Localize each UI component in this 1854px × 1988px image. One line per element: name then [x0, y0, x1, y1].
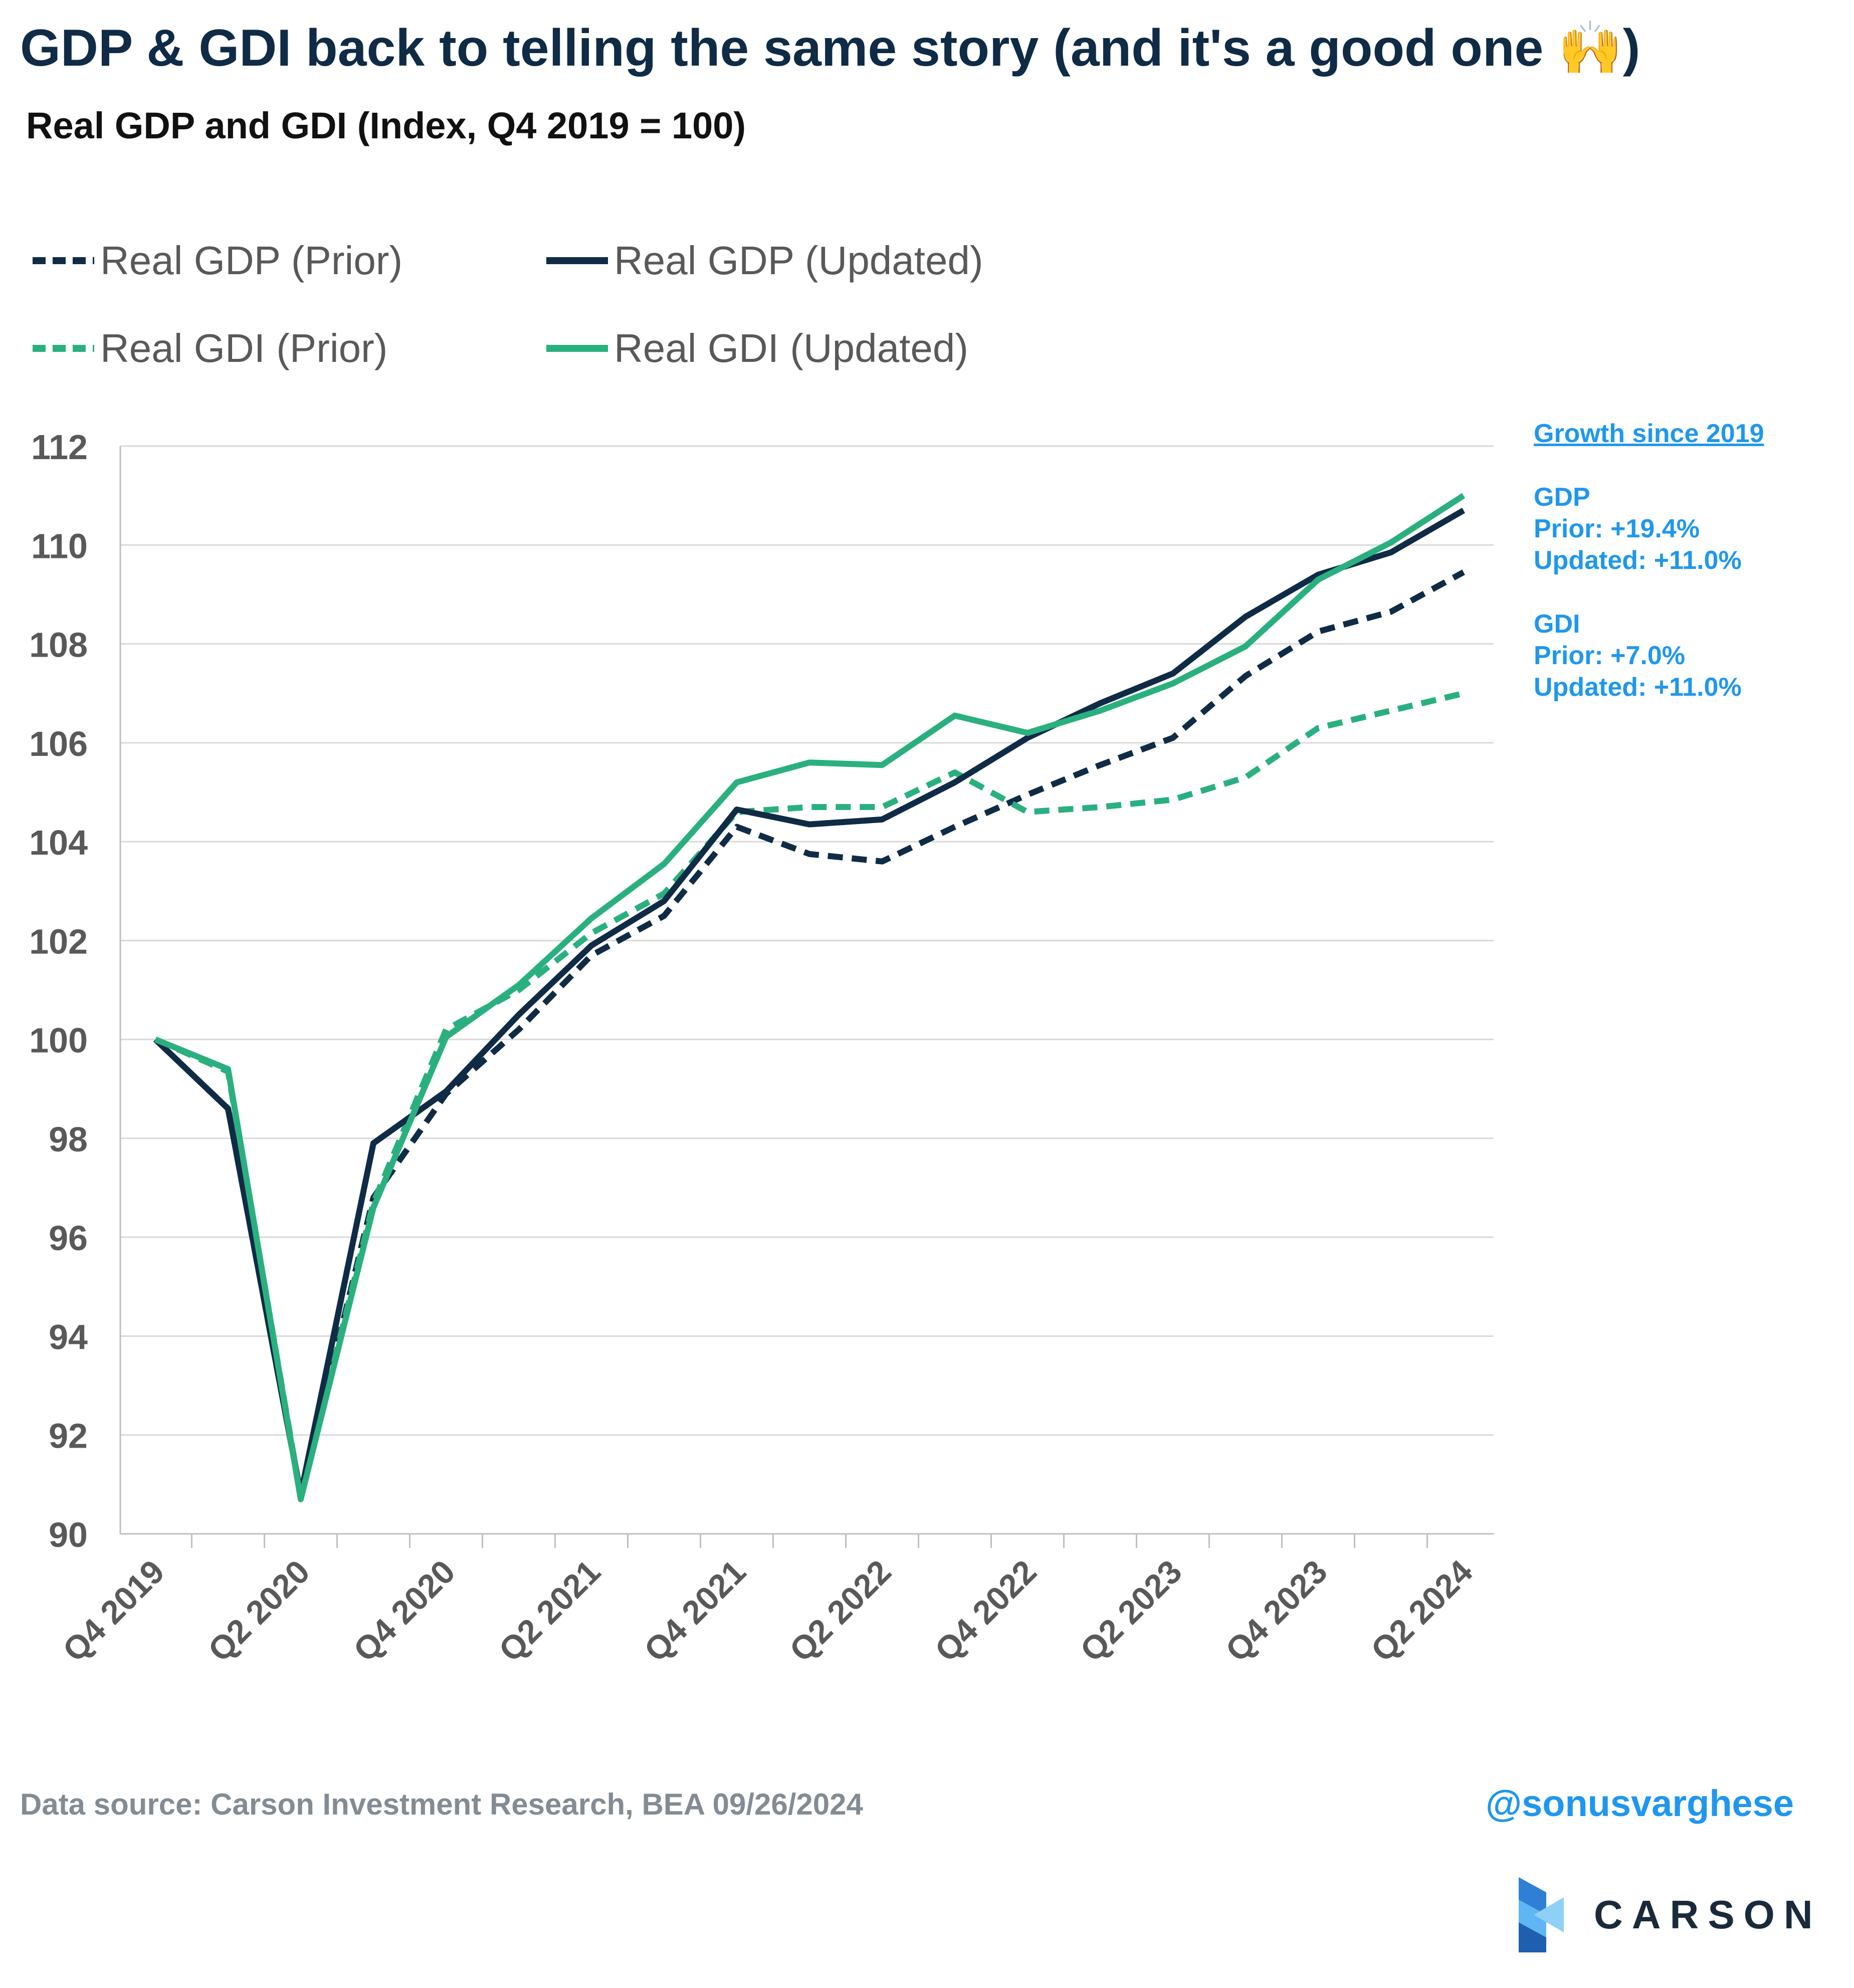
- legend-swatch-gdp-prior: [33, 257, 94, 264]
- legend-swatch-gdi-prior: [33, 345, 94, 352]
- legend-item-gdp-prior: Real GDP (Prior): [30, 238, 402, 283]
- growth-note-gdp-prior: Prior: +19.4%: [1534, 514, 1700, 543]
- x-tick-label: Q2 2024: [1364, 1552, 1480, 1669]
- grid-lines: [120, 445, 1494, 1436]
- carson-logo-mark-icon: [1519, 1877, 1564, 1952]
- growth-note-gdi-label: GDI: [1534, 610, 1580, 639]
- growth-note-gdi-updated: Updated: +11.0%: [1534, 673, 1742, 702]
- x-tick-label: Q4 2022: [928, 1553, 1044, 1669]
- y-tick-label: 90: [49, 1515, 88, 1554]
- legend-swatch-gdp-updated: [546, 257, 608, 264]
- y-tick-label: 102: [29, 922, 88, 961]
- x-tick-label: Q4 2023: [1218, 1553, 1334, 1669]
- carson-logo: CARSON: [1519, 1877, 1822, 1952]
- growth-note-gdp-label: GDP: [1534, 483, 1590, 512]
- series-line-real-gdp-updated: [153, 508, 1466, 1498]
- growth-note-gdp-updated: Updated: +11.0%: [1534, 546, 1742, 575]
- chart-subtitle: Real GDP and GDI (Index, Q4 2019 = 100): [26, 105, 746, 146]
- y-tick-label: 106: [29, 724, 88, 763]
- legend-label-gdp-updated: Real GDP (Updated): [614, 238, 983, 283]
- y-tick-label: 112: [31, 428, 88, 467]
- chart-title: GDP & GDI back to telling the same story…: [20, 19, 1640, 77]
- legend-item-gdi-updated: Real GDI (Updated): [544, 326, 968, 371]
- data-source-footer: Data source: Carson Investment Research,…: [20, 1787, 863, 1821]
- x-tick-label: Q4 2021: [637, 1553, 753, 1669]
- y-tick-label: 98: [49, 1120, 88, 1159]
- series-line-real-gdi-prior: [154, 690, 1465, 1500]
- growth-note-heading: Growth since 2019: [1534, 419, 1764, 448]
- x-tick-label: Q4 2020: [346, 1553, 462, 1669]
- legend-swatch-gdi-updated: [546, 345, 608, 352]
- y-tick-label: 96: [49, 1219, 88, 1258]
- y-tick-label: 108: [29, 626, 88, 665]
- x-tick-label: Q2 2022: [782, 1553, 898, 1669]
- y-tick-label: 104: [29, 823, 88, 862]
- series-lines: [153, 493, 1466, 1502]
- x-tick-label: Q2 2023: [1073, 1553, 1189, 1669]
- legend-item-gdi-prior: Real GDI (Prior): [30, 326, 387, 371]
- y-axis-labels: 90 92 94 96 98 100 102 104 106 108 110 112: [29, 428, 88, 1554]
- legend-label-gdi-updated: Real GDI (Updated): [614, 326, 968, 370]
- y-tick-label: 94: [49, 1317, 88, 1356]
- x-tick-label: Q2 2020: [201, 1553, 317, 1669]
- x-tick-label: Q2 2021: [492, 1553, 607, 1669]
- y-tick-label: 110: [31, 526, 88, 565]
- x-axis-labels: Q4 2019 Q2 2020 Q4 2020 Q2 2021 Q4 2021 Q2 20…: [56, 1552, 1480, 1669]
- carson-logo-wordmark: CARSON: [1594, 1892, 1822, 1937]
- series-line-real-gdi-updated: [154, 493, 1466, 1502]
- x-tick-label: Q4 2019: [56, 1553, 171, 1669]
- axes: [119, 446, 1494, 1548]
- legend-label-gdp-prior: Real GDP (Prior): [100, 238, 403, 283]
- growth-note-gdi-prior: Prior: +7.0%: [1534, 641, 1686, 670]
- series-line-real-gdp-prior: [153, 569, 1465, 1498]
- y-tick-label: 100: [29, 1021, 88, 1060]
- legend-item-gdp-updated: Real GDP (Updated): [544, 238, 983, 283]
- author-handle: @sonusvarghese: [1485, 1782, 1794, 1824]
- legend-label-gdi-prior: Real GDI (Prior): [100, 326, 388, 370]
- y-tick-label: 92: [49, 1417, 88, 1456]
